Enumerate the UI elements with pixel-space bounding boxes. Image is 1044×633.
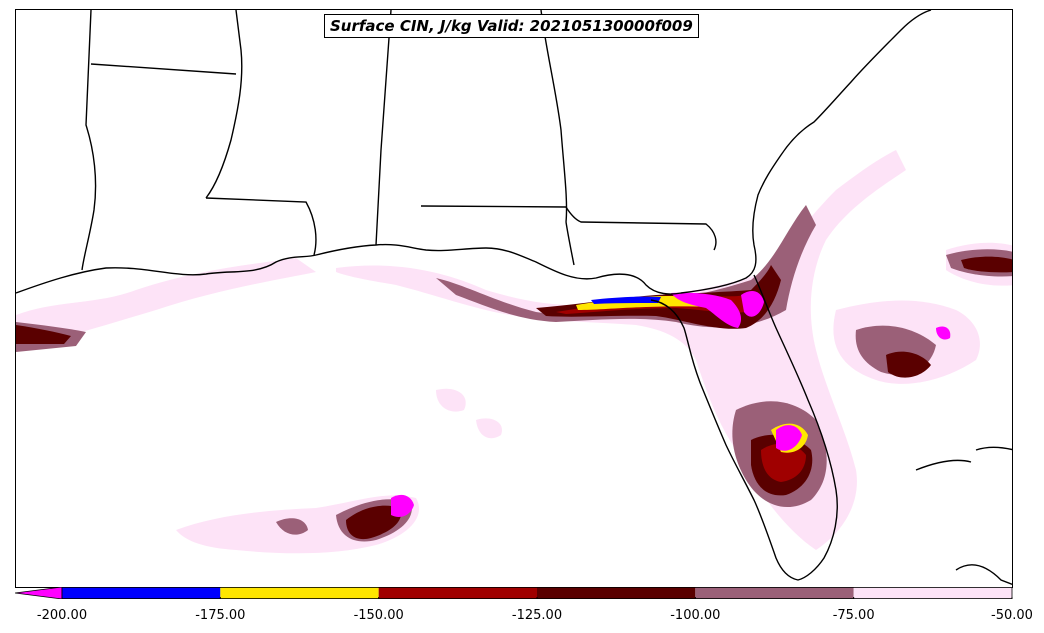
cin-shading-magenta <box>391 290 951 517</box>
cin-map <box>16 10 1012 585</box>
colorbar-bin <box>220 587 379 599</box>
colorbar-bin <box>695 587 854 599</box>
colorbar-tick-label: -100.00 <box>670 608 721 623</box>
colorbar-bin <box>378 587 537 599</box>
colorbar-tick-label: -175.00 <box>195 608 246 623</box>
colorbar <box>15 587 1013 599</box>
map-title: Surface CIN, J/kg Valid: 202105130000f00… <box>324 14 699 38</box>
colorbar-bin <box>853 587 1012 599</box>
colorbar-extend-triangle <box>15 587 63 599</box>
colorbar-tick-label: -75.00 <box>832 608 875 623</box>
colorbar-tick-label: -50.00 <box>991 608 1033 623</box>
coastlines <box>16 10 1012 585</box>
colorbar-bin <box>537 587 696 599</box>
colorbar-tick-label: -200.00 <box>36 608 88 623</box>
colorbar-bin <box>62 587 221 599</box>
cin-shading-blue <box>591 296 661 304</box>
colorbar-tick-label: -125.00 <box>511 608 563 623</box>
state-boundaries <box>81 10 717 271</box>
map-panel <box>15 9 1013 588</box>
colorbar-tick-label: -150.00 <box>353 608 404 623</box>
